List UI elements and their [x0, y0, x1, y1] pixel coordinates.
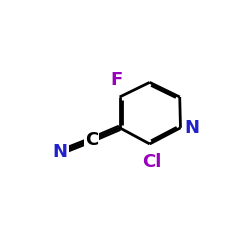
Text: Cl: Cl	[142, 153, 161, 171]
Text: F: F	[111, 71, 123, 89]
Text: N: N	[184, 119, 199, 137]
Text: N: N	[53, 143, 68, 161]
Text: C: C	[85, 131, 98, 149]
